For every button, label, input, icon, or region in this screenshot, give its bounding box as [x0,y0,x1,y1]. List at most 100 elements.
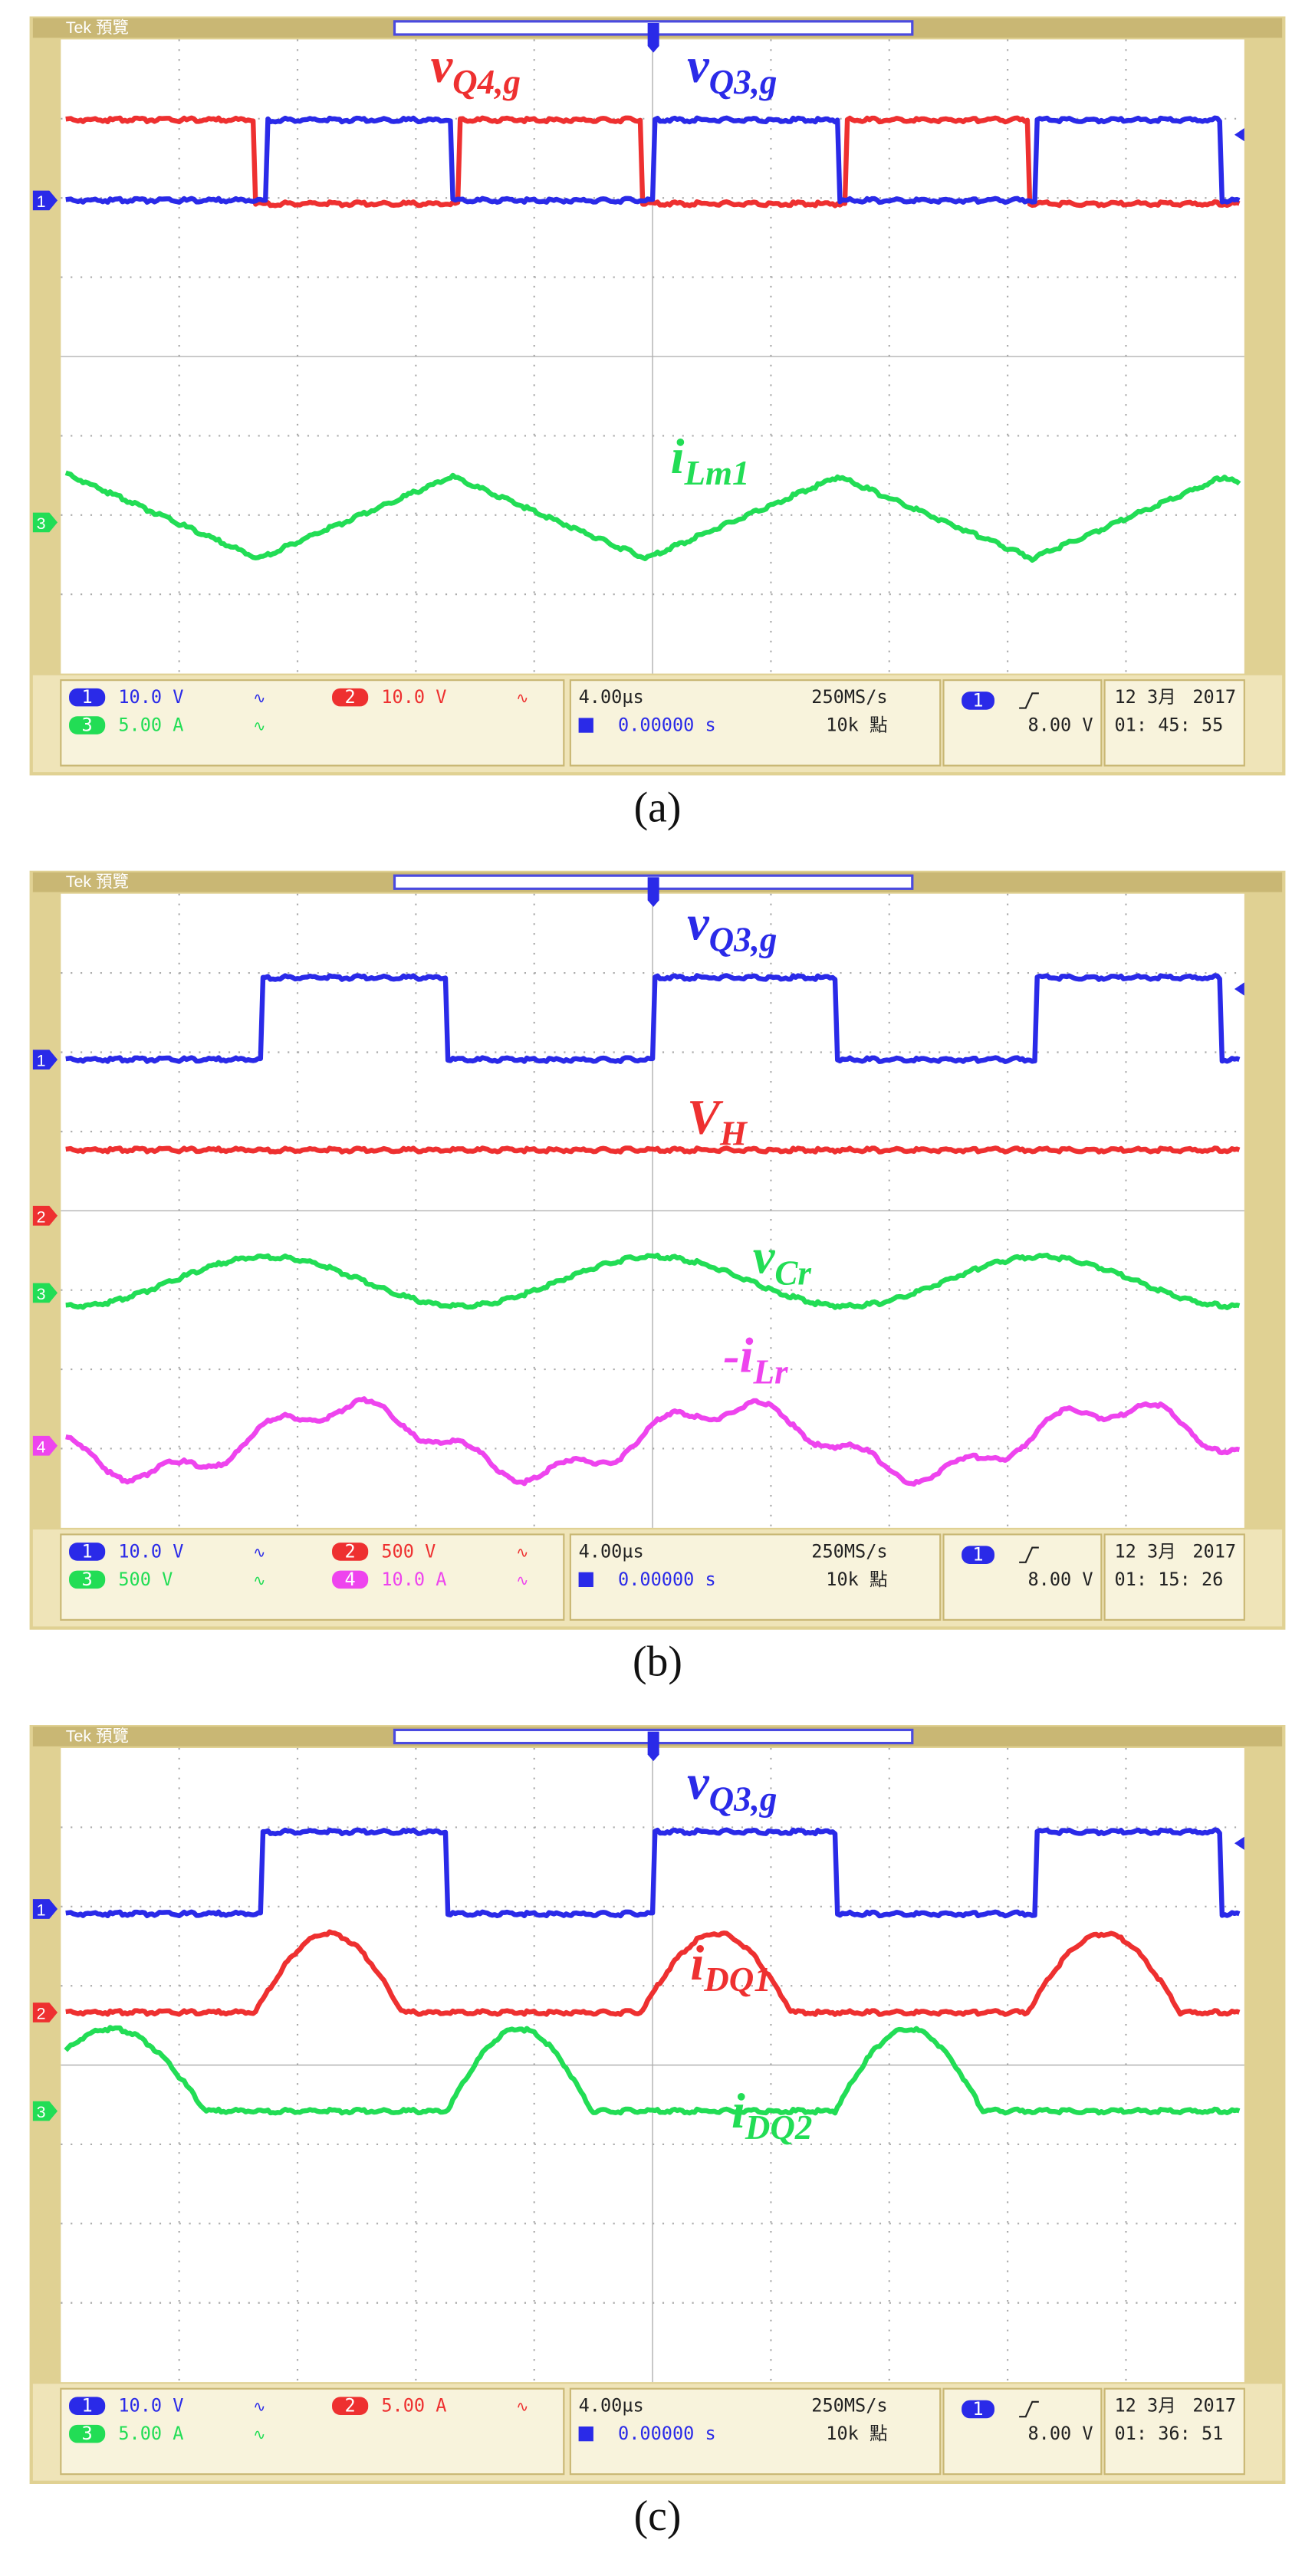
bw-icon: ∿ [516,1573,528,1589]
channel-number: 1 [82,2395,93,2417]
trigger-level-value: 8.00 V [1027,2423,1093,2444]
timebase: 4.00µs [579,2395,644,2417]
channel-badge [332,688,369,707]
channel-badge [69,1570,106,1589]
channel-marker [32,1205,58,1226]
channel-marker-label: 3 [37,2103,46,2121]
position: 0.00000 s [618,1569,716,1590]
channel-marker-label: 2 [37,2005,46,2023]
trigger-source: 1 [972,689,983,711]
trace-subscript: Lr [753,1352,788,1391]
position: 0.00000 s [618,715,716,736]
panel-caption: (b) [633,1638,682,1686]
trace-subscript: Lm1 [684,454,750,492]
channel-marker-label: 4 [37,1438,46,1456]
trace-label: -iLr [723,1328,788,1391]
status-box [60,1533,565,1621]
channel-marker-label: 3 [37,514,46,533]
trace-symbol: v [687,1755,710,1809]
status-box [60,679,565,767]
channel-badge [69,2424,106,2443]
trace-symbol: -i [723,1328,753,1382]
waveform [64,470,1241,563]
sample-rate: 250MS/s [811,2395,887,2417]
trace-subscript: DQ2 [745,2108,813,2147]
channel-scale: 500 V [118,1569,173,1590]
timebase: 4.00µs [579,686,644,708]
channel-number: 1 [82,1540,93,1562]
timebase: 4.00µs [579,1540,644,1562]
position: 0.00000 s [618,2423,716,2444]
year: 2017 [1192,2395,1236,2417]
channel-marker-label: 3 [37,1285,46,1303]
position-icon [578,2426,593,2442]
trigger-level [1234,128,1244,142]
channel-scale: 10.0 V [118,2395,183,2417]
trace-label: iDQ1 [690,1936,771,1999]
record-length: 10k 點 [826,715,887,736]
channel-number: 1 [82,686,93,708]
trigger-slope [1019,1546,1039,1563]
channel-marker-label: 1 [37,192,46,211]
waveform [64,2025,1241,2116]
date: 12 3月 [1114,686,1175,708]
record-length: 10k 點 [826,1569,887,1590]
panel-caption: (c) [634,2492,682,2540]
header: Tek 預覽 [66,18,129,37]
trace-label: iDQ2 [731,2084,812,2147]
channel-marker-label: 1 [37,1052,46,1070]
record-length: 10k 點 [826,2423,887,2444]
channel-scale: 10.0 V [118,686,183,708]
status-box [569,1533,942,1621]
bw-icon: ∿ [516,691,528,707]
status-box [569,2387,942,2476]
trigger-source: 1 [972,2398,983,2420]
status-box [1103,2387,1245,2476]
trigger-badge [962,2400,994,2419]
panel-caption: (a) [634,784,682,831]
trace-subscript: Q4,g [452,63,521,101]
trace-label: vQ3,g [687,1755,777,1818]
trigger-level-value: 8.00 V [1027,715,1093,736]
channel-number: 2 [345,1540,356,1562]
trace-subscript: DQ1 [703,1960,771,1999]
waveform [65,1396,1241,1487]
channel-scale: 10.0 V [381,686,446,708]
trigger-marker [647,23,659,53]
channel-scale: 10.0 V [118,1540,183,1562]
trigger-marker [647,1731,659,1762]
trace-symbol: v [753,1230,776,1284]
year: 2017 [1192,686,1236,708]
trace-symbol: v [431,38,454,93]
trigger-slope [1019,2400,1039,2418]
waveform [65,1145,1241,1155]
trace-label: vCr [753,1230,812,1293]
bw-icon: ∿ [253,719,265,735]
trigger-badge [962,1546,994,1564]
channel-number: 2 [345,2395,356,2417]
channel-scale: 5.00 A [118,2423,183,2444]
channel-badge [332,1543,369,1561]
bw-icon: ∿ [253,2427,265,2443]
trace-label: vQ3,g [687,896,777,959]
trigger-level [1234,982,1244,996]
position-icon [578,1572,593,1587]
trigger-badge [962,692,994,710]
trace-label: vQ3,g [687,38,777,101]
clock: 01: 15: 26 [1114,1569,1223,1590]
status-box [1103,679,1245,767]
trace-subscript: Q3,g [709,63,777,101]
header: Tek 預覽 [66,1727,129,1745]
channel-number: 3 [82,2423,93,2444]
trace-symbol: V [687,1090,724,1145]
channel-marker [32,1899,58,1919]
bw-icon: ∿ [253,691,265,707]
channel-badge [69,1543,106,1561]
bw-icon: ∿ [253,1573,265,1589]
channel-marker-label: 1 [37,1901,46,1920]
sample-rate: 250MS/s [811,1540,887,1562]
